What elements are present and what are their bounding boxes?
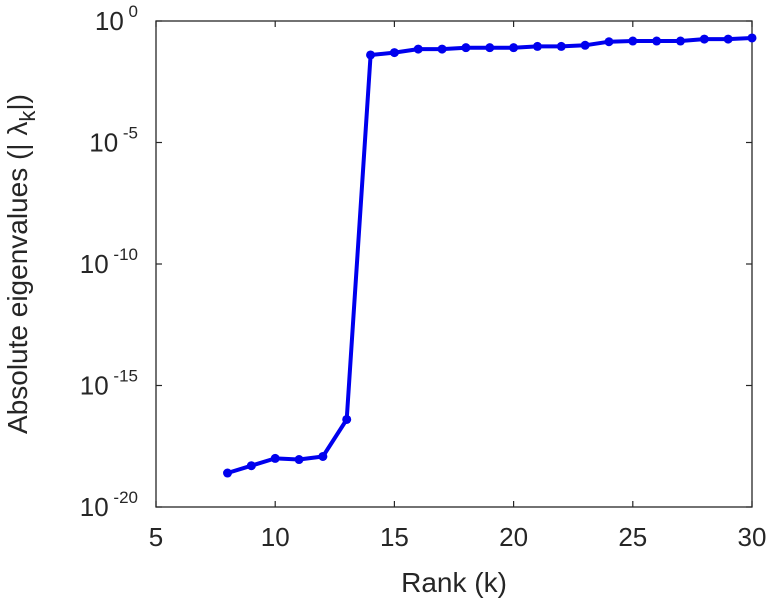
y-tick-label-exponent: -20 bbox=[109, 488, 138, 507]
data-point bbox=[699, 34, 709, 44]
data-point bbox=[437, 44, 447, 54]
data-point bbox=[580, 40, 590, 50]
x-tick-label: 25 bbox=[618, 522, 647, 552]
y-tick-label-exponent: -5 bbox=[118, 124, 138, 143]
data-point bbox=[485, 43, 495, 53]
x-tick-label: 30 bbox=[738, 522, 767, 552]
y-axis-title-subscript: k bbox=[15, 110, 40, 122]
data-point bbox=[652, 36, 662, 46]
data-point bbox=[389, 48, 399, 58]
y-axis-title-suffix: |) bbox=[2, 94, 33, 111]
x-tick-label: 15 bbox=[380, 522, 409, 552]
data-point bbox=[246, 461, 256, 471]
x-tick-label: 5 bbox=[149, 522, 163, 552]
x-axis-title: Rank (k) bbox=[401, 567, 507, 598]
y-tick-label-base: 10 bbox=[80, 371, 109, 401]
data-point bbox=[366, 50, 376, 60]
data-point bbox=[461, 43, 471, 53]
y-tick-label-exponent: -15 bbox=[109, 367, 138, 386]
data-point bbox=[604, 37, 614, 47]
y-tick-label-base: 10 bbox=[95, 6, 124, 36]
data-point bbox=[747, 33, 757, 43]
y-tick-label: 10 -20 bbox=[80, 488, 138, 522]
data-point bbox=[318, 451, 328, 461]
y-tick-label: 10 -15 bbox=[80, 367, 138, 401]
y-tick-label: 10 0 bbox=[95, 2, 138, 36]
data-point bbox=[270, 453, 280, 463]
x-tick-label: 20 bbox=[499, 522, 528, 552]
y-tick-label-base: 10 bbox=[80, 492, 109, 522]
data-point bbox=[294, 455, 304, 465]
y-tick-label-exponent: 0 bbox=[124, 2, 138, 21]
y-axis-title: Absolute eigenvalues (| λk|) bbox=[2, 94, 40, 434]
data-point bbox=[342, 414, 352, 424]
data-point bbox=[628, 36, 638, 46]
x-tick-label: 10 bbox=[261, 522, 290, 552]
y-axis-title-text: Absolute eigenvalues (| bbox=[2, 143, 33, 434]
data-point bbox=[556, 41, 566, 51]
y-axis-title-symbol: λ bbox=[2, 122, 33, 136]
data-point bbox=[532, 41, 542, 51]
data-point bbox=[223, 468, 233, 478]
data-point bbox=[413, 44, 423, 54]
y-tick-label-exponent: -10 bbox=[109, 245, 138, 264]
y-tick-label-base: 10 bbox=[80, 249, 109, 279]
y-axis-title-gap bbox=[2, 136, 33, 144]
y-tick-label: 10 -10 bbox=[80, 245, 138, 279]
y-tick-label-base: 10 bbox=[89, 128, 118, 158]
data-point bbox=[675, 36, 685, 46]
series-layer bbox=[223, 33, 757, 478]
y-tick-label: 10 -5 bbox=[89, 124, 138, 158]
data-point bbox=[509, 43, 519, 53]
x-axis: 5 10 15 20 25 30 bbox=[149, 21, 767, 552]
data-point bbox=[723, 34, 733, 44]
